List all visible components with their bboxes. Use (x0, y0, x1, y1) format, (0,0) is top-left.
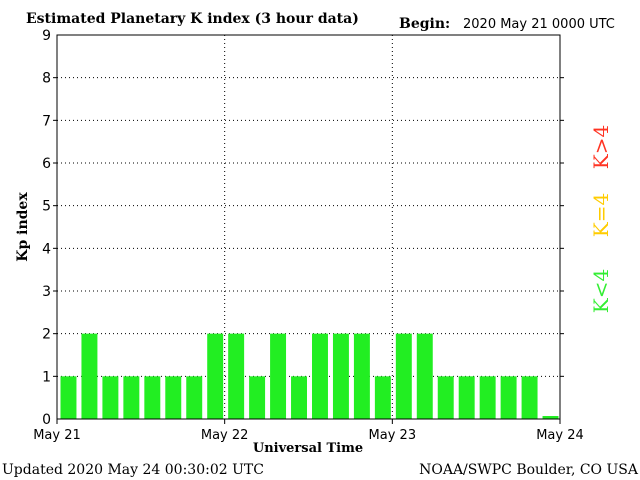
y-tick-label: 8 (42, 71, 51, 87)
y-tick-label: 4 (42, 241, 51, 257)
legend-k-less-4: K<4 (589, 269, 613, 313)
updated-timestamp: Updated 2020 May 24 00:30:02 UTC (2, 462, 264, 478)
kp-bar (542, 416, 559, 419)
kp-bar (144, 376, 161, 419)
kp-bar (123, 376, 140, 419)
y-axis-ticks: 0 1 2 3 4 5 6 7 8 9 (42, 28, 564, 428)
begin-value: 2020 May 21 0000 UTC (463, 17, 615, 32)
kp-bar (374, 376, 391, 419)
x-tick-label: May 22 (201, 428, 249, 443)
data-source: NOAA/SWPC Boulder, CO USA (419, 462, 639, 478)
x-tick-label: May 21 (33, 428, 81, 443)
kp-bar (395, 333, 412, 419)
y-tick-label: 9 (42, 28, 51, 44)
kp-bar (270, 333, 287, 419)
kp-bar (312, 333, 328, 419)
legend-k-equal-4: K=4 (589, 193, 613, 237)
kp-bar (416, 333, 433, 419)
y-tick-label: 2 (42, 327, 51, 343)
x-axis-label: Universal Time (253, 441, 363, 456)
kp-bar (165, 376, 182, 419)
kp-bar (479, 376, 496, 419)
kp-bar (458, 376, 475, 419)
kp-bar (60, 376, 77, 419)
x-tick-label: May 23 (369, 428, 417, 443)
x-tick-label: May 24 (536, 428, 584, 443)
y-tick-label: 3 (42, 284, 51, 300)
plot-frame (56, 34, 561, 420)
y-axis-label: Kp index (15, 192, 31, 262)
y-tick-label: 0 (42, 412, 51, 428)
bars (60, 333, 559, 419)
kp-bar (102, 376, 119, 419)
kp-bar (437, 376, 454, 419)
kp-bar (332, 333, 349, 419)
chart-title: Estimated Planetary K index (3 hour data… (26, 11, 359, 27)
kp-bar (81, 333, 98, 419)
legend-k-greater-4: K>4 (589, 125, 613, 169)
kp-bar (207, 333, 224, 419)
y-tick-label: 5 (42, 199, 51, 215)
kp-bar (249, 376, 266, 419)
x-axis-ticks: May 21 May 22 May 23 May 24 (33, 419, 584, 443)
kp-bar (228, 333, 245, 419)
grid-lines (57, 35, 560, 419)
kp-bar (353, 333, 370, 419)
begin-label: Begin: (399, 16, 450, 32)
y-tick-label: 1 (42, 369, 51, 385)
kp-bar (500, 376, 517, 419)
kp-bar (521, 376, 538, 419)
kp-bar (186, 376, 203, 419)
kp-bar (291, 376, 307, 419)
y-tick-label: 7 (42, 113, 51, 129)
y-tick-label: 6 (42, 156, 51, 172)
